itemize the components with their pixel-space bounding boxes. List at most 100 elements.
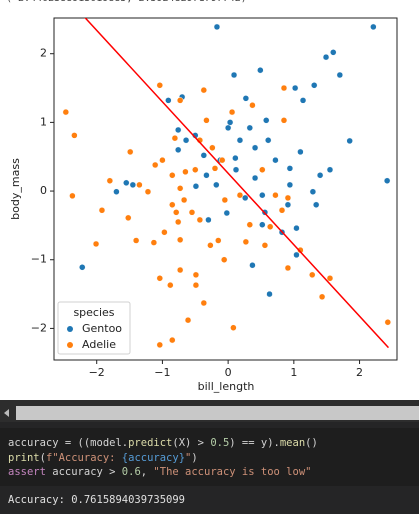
scrollbar[interactable] — [0, 400, 419, 422]
point — [259, 191, 266, 199]
point — [144, 188, 152, 195]
point — [228, 108, 236, 116]
point — [293, 224, 300, 232]
code-token: (X) > — [172, 437, 211, 449]
point — [165, 97, 172, 104]
code-token: ) == y). — [229, 437, 280, 449]
point — [284, 264, 292, 272]
point — [182, 136, 190, 144]
point — [310, 82, 318, 89]
code-token: accuracy = ((model. — [8, 437, 129, 449]
point — [167, 281, 174, 289]
scroll-left[interactable] — [4, 409, 9, 417]
point — [174, 126, 182, 134]
x-tick-label: 1 — [290, 366, 297, 379]
point — [205, 216, 212, 224]
point — [220, 256, 228, 263]
output-text: (-2.4402388913019885, 2.592482971797742) — [6, 0, 247, 4]
point — [200, 86, 208, 94]
point — [286, 181, 294, 189]
point — [259, 221, 266, 228]
point — [209, 144, 216, 152]
point — [169, 201, 176, 209]
point — [309, 188, 317, 195]
point — [176, 266, 184, 274]
code-token: ) — [191, 451, 198, 464]
point — [297, 246, 304, 254]
point — [92, 240, 100, 248]
point — [272, 156, 279, 164]
point — [221, 196, 229, 204]
code-token: {accuracy} — [121, 451, 186, 464]
code-token: " — [185, 451, 192, 464]
point — [246, 124, 254, 132]
point — [113, 188, 120, 195]
point — [211, 165, 219, 172]
point — [125, 214, 132, 222]
code-line: print(f"Accuracy: {accuracy}") — [8, 451, 419, 466]
point — [180, 196, 188, 204]
legend-label: Gentoo — [82, 322, 122, 335]
point — [171, 134, 179, 142]
point — [192, 183, 200, 190]
code-line: accuracy = ((model.predict(X) > 0.5) == … — [8, 436, 419, 451]
point — [192, 166, 199, 174]
y-tick-label: 1 — [40, 115, 47, 128]
point — [203, 172, 210, 179]
point — [257, 66, 264, 74]
x-axis-label: bill_length — [198, 380, 255, 393]
y-tick-label: −1 — [31, 253, 47, 266]
point — [176, 97, 184, 104]
point — [242, 95, 250, 102]
code-token: f"Accuracy: — [45, 451, 122, 464]
code-token: assert — [8, 466, 46, 478]
point — [200, 299, 208, 307]
point — [213, 181, 220, 189]
point — [230, 71, 238, 79]
point — [330, 49, 337, 56]
point — [126, 148, 134, 156]
point — [71, 132, 78, 139]
legend-label: Adelie — [82, 338, 116, 351]
point — [188, 209, 196, 216]
point — [106, 177, 114, 185]
code-token: , — [140, 466, 154, 478]
scroll-thumb[interactable] — [16, 406, 419, 420]
point — [207, 242, 214, 249]
y-tick-label: 2 — [40, 47, 47, 60]
point — [259, 166, 266, 174]
point — [322, 53, 330, 61]
point — [266, 223, 274, 231]
point — [246, 221, 254, 228]
point — [278, 207, 286, 214]
point — [318, 293, 326, 301]
code-token: mean — [279, 437, 306, 449]
code-token: ( — [39, 451, 46, 464]
code-token: print — [8, 451, 40, 464]
point — [261, 242, 269, 249]
point — [251, 144, 259, 152]
point — [169, 172, 176, 179]
point — [156, 82, 164, 89]
point — [213, 23, 221, 31]
point — [266, 290, 273, 298]
point — [370, 23, 377, 31]
point — [174, 146, 182, 154]
point — [297, 148, 304, 156]
code-cell[interactable]: accuracy = ((model.predict(X) > 0.5) == … — [0, 428, 419, 486]
code-token: 0.5 — [210, 437, 230, 449]
point — [123, 179, 130, 187]
point — [159, 156, 166, 164]
legend-title: species — [73, 306, 114, 319]
point — [264, 136, 272, 144]
point — [184, 316, 192, 324]
point — [169, 336, 176, 344]
point — [284, 194, 292, 202]
x-tick-label: −1 — [154, 366, 170, 379]
decision-boundary — [84, 18, 390, 349]
point — [192, 271, 200, 279]
point — [226, 119, 234, 126]
point — [79, 264, 86, 271]
point — [286, 165, 294, 172]
